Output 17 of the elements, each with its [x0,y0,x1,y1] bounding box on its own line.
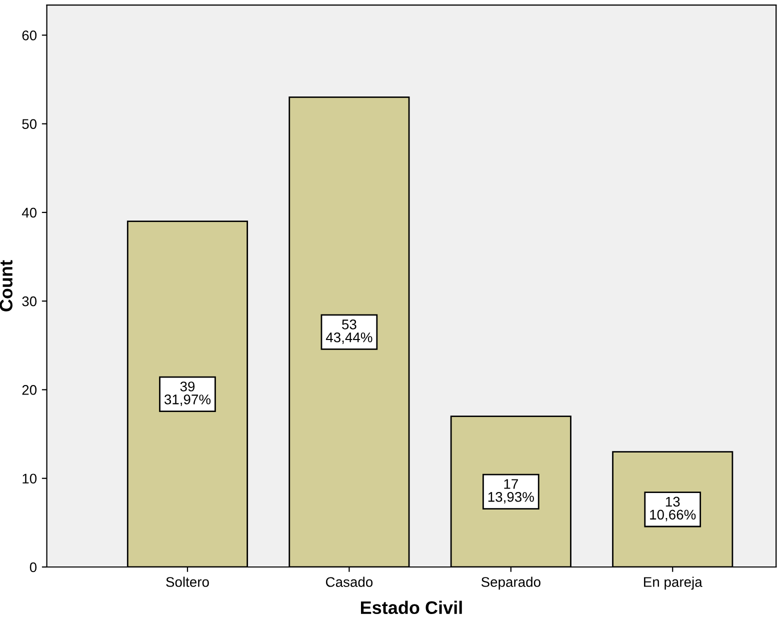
data-label: 13 10,66% [650,496,696,522]
x-tick-label: Soltero [166,576,209,587]
y-tick-label: 30 [22,296,37,306]
x-axis-title: Estado Civil [360,600,462,614]
data-label: 39 31,97% [164,382,211,406]
y-tick-label: 20 [22,385,37,395]
y-axis-title: Count [0,260,13,312]
y-tick-label: 10 [22,474,37,484]
x-tick-label: En pareja [644,576,702,590]
data-label: 17 13,93% [488,479,534,504]
data-label: 53 43,44% [326,320,372,344]
x-tick-label: Separado [481,576,540,590]
y-tick-label: 60 [22,30,37,40]
y-tick-label: 40 [22,208,37,218]
x-tick-label: Casado [326,576,373,587]
y-tick-label: 50 [22,119,37,129]
y-tick-label: 0 [30,562,37,572]
